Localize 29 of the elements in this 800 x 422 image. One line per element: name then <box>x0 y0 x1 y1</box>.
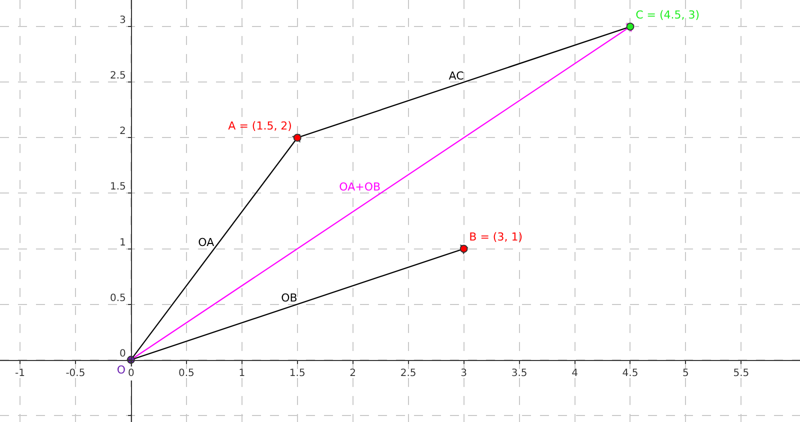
x-tick-label: 0 <box>128 368 134 379</box>
x-tick-label: 2 <box>350 368 356 379</box>
y-tick-label: 1.5 <box>110 182 126 193</box>
x-tick-label: -0.5 <box>66 368 86 379</box>
x-tick-label: 5.5 <box>733 368 750 379</box>
series-label: OA <box>198 236 215 250</box>
y-tick-label: 0.5 <box>110 292 126 304</box>
series-label: OA+OB <box>339 180 381 194</box>
data-label: B = (3, 1) <box>469 230 523 244</box>
data-label: C = (4.5, 3) <box>636 8 700 22</box>
y-tick-label: 3 <box>120 15 126 26</box>
x-tick-label: 4.5 <box>622 368 638 379</box>
x-tick-label: 0.5 <box>178 368 194 379</box>
y-tick-label: 2 <box>120 126 126 138</box>
x-tick-label: 4 <box>572 368 578 379</box>
x-tick-label: 2.5 <box>400 368 416 379</box>
x-tick-label: 3 <box>460 368 467 379</box>
x-tick-label: 5 <box>682 368 689 379</box>
y-tick-label: 2.5 <box>110 70 126 82</box>
x-tick-label: -1 <box>14 368 25 379</box>
y-tick-label: 0 <box>120 348 126 360</box>
data-label: O <box>116 363 126 376</box>
x-tick-label: 1.5 <box>289 368 306 379</box>
y-tick-label: 1 <box>120 237 126 248</box>
data-label: A = (1.5, 2) <box>228 120 292 133</box>
series-label: AC <box>448 69 464 82</box>
x-tick-label: 3.5 <box>511 368 528 379</box>
x-tick-label: 1 <box>238 368 246 379</box>
series-label: OB <box>281 292 298 305</box>
